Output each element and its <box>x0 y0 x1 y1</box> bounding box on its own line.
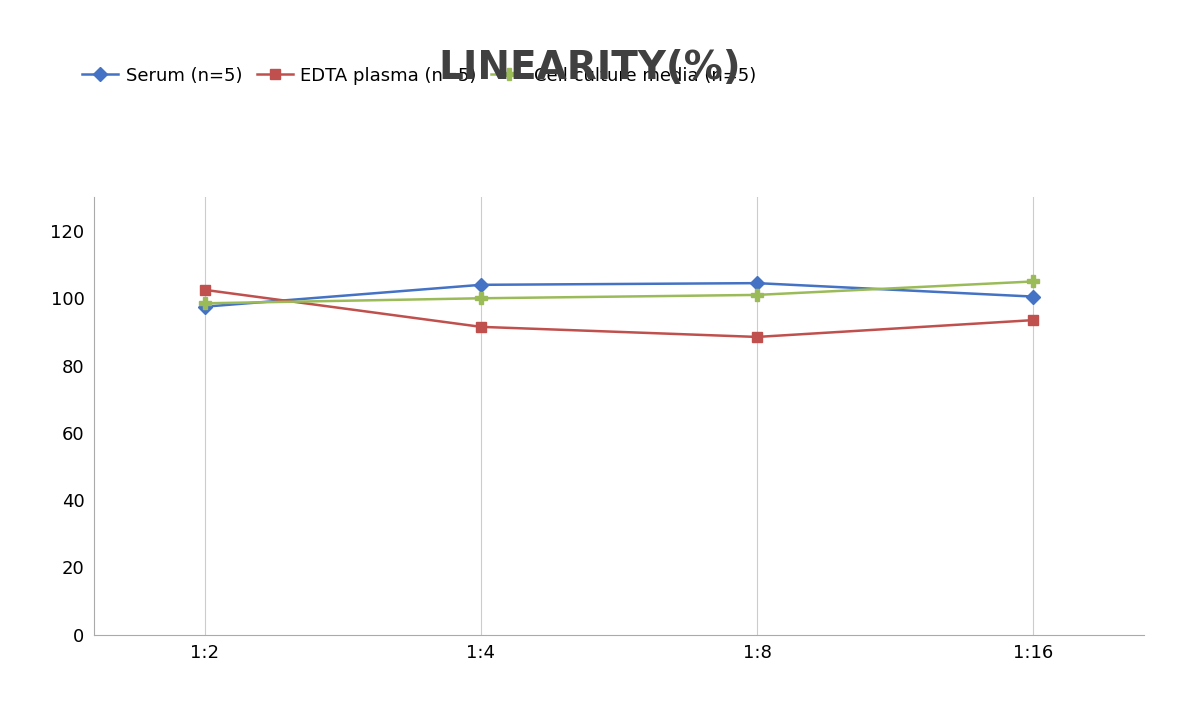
Text: LINEARITY(%): LINEARITY(%) <box>439 49 740 87</box>
Cell culture media (n=5) <box>750 290 764 299</box>
Serum (n=5) <box>750 279 764 288</box>
Cell culture media (n=5) <box>1026 277 1040 286</box>
EDTA plasma (n=5) <box>198 286 212 294</box>
EDTA plasma (n=5) <box>750 333 764 341</box>
Line: Serum (n=5): Serum (n=5) <box>200 278 1038 312</box>
Cell culture media (n=5) <box>474 294 488 302</box>
Cell culture media (n=5) <box>198 299 212 307</box>
Serum (n=5) <box>198 302 212 311</box>
Serum (n=5) <box>1026 293 1040 301</box>
Line: EDTA plasma (n=5): EDTA plasma (n=5) <box>200 285 1038 342</box>
Line: Cell culture media (n=5): Cell culture media (n=5) <box>199 276 1039 309</box>
Serum (n=5) <box>474 281 488 289</box>
Legend: Serum (n=5), EDTA plasma (n=5), Cell culture media (n=5): Serum (n=5), EDTA plasma (n=5), Cell cul… <box>83 66 757 85</box>
EDTA plasma (n=5) <box>1026 316 1040 324</box>
EDTA plasma (n=5) <box>474 323 488 331</box>
